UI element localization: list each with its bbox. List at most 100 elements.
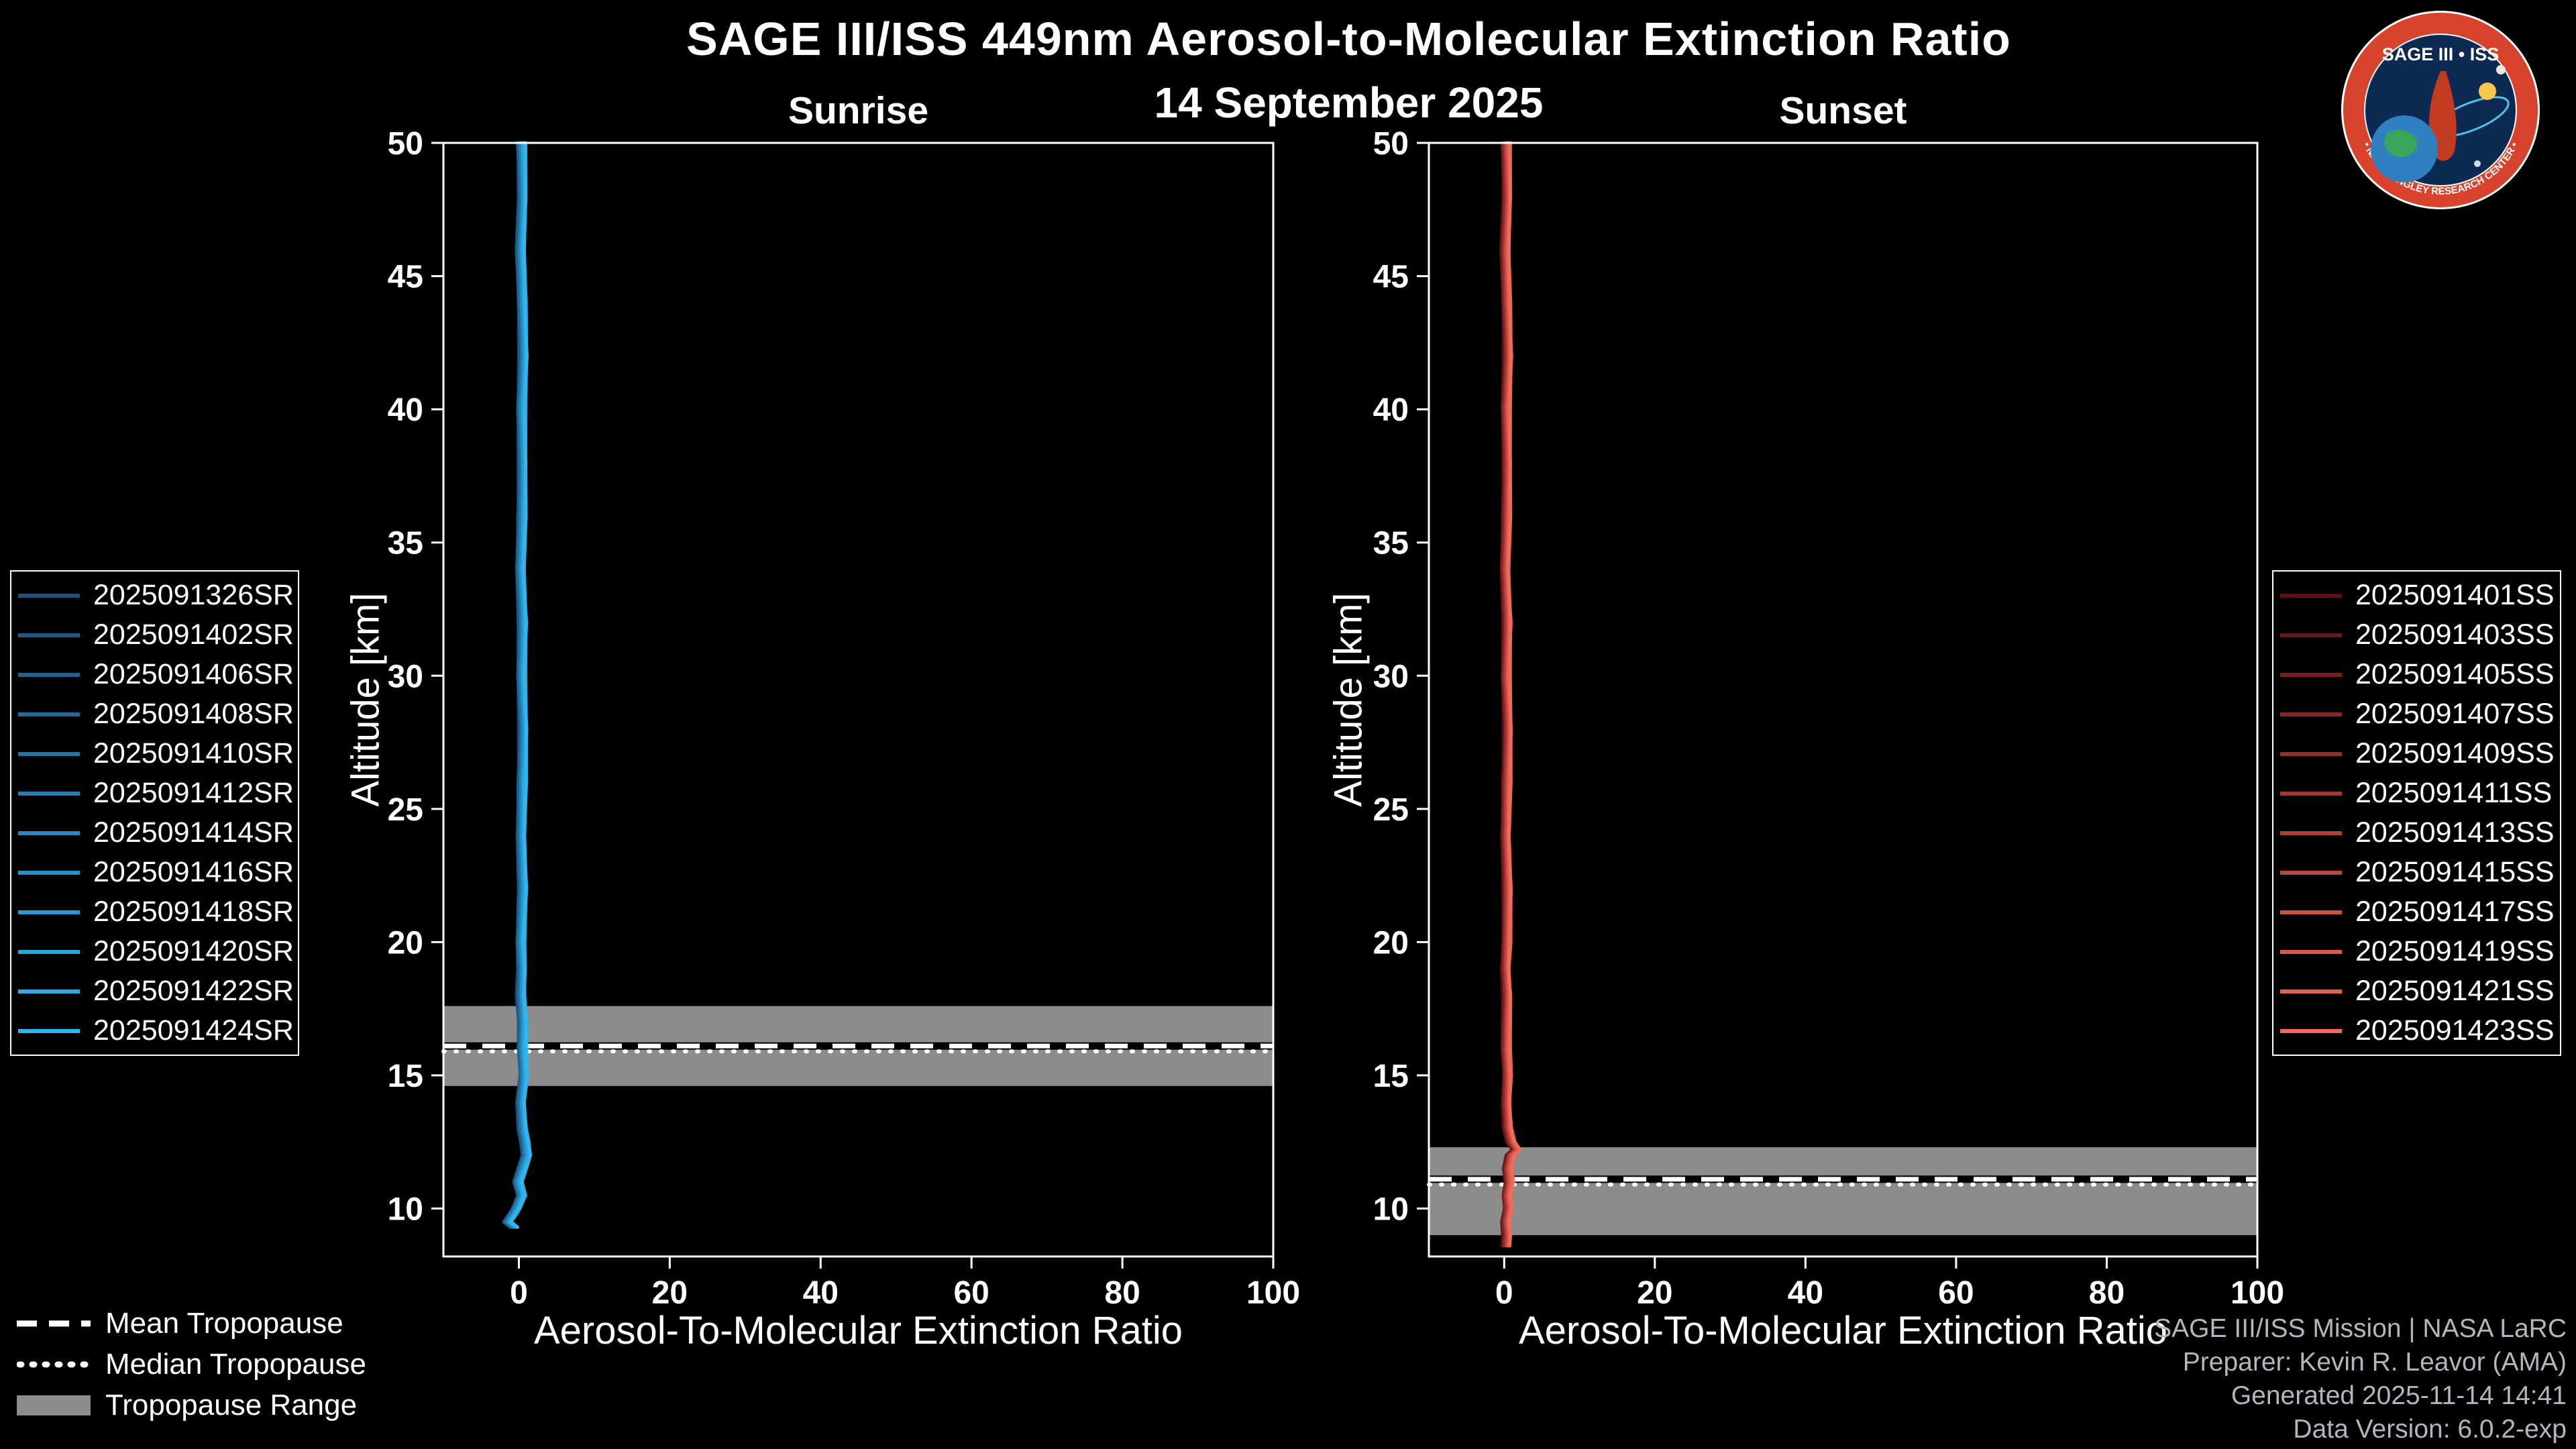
credits-mission: SAGE III/ISS Mission | NASA LaRC xyxy=(2154,1314,2567,1344)
x-tick-label: 0 xyxy=(510,1275,528,1311)
legend-swatch-icon xyxy=(2280,633,2342,637)
legend-item: 2025091405SS xyxy=(2280,655,2555,694)
y-tick-label: 50 xyxy=(388,126,423,162)
mean-tropopause-swatch-icon xyxy=(17,1320,91,1326)
legend-item-label: 2025091414SR xyxy=(93,816,294,849)
legend-item: 2025091408SR xyxy=(18,694,294,734)
y-tick-label: 25 xyxy=(388,792,423,828)
legend-item: 2025091326SR xyxy=(18,576,294,615)
legend-item-label: 2025091406SR xyxy=(93,658,294,690)
x-tick-label: 100 xyxy=(1246,1275,1300,1311)
legend-item-label: 2025091412SR xyxy=(93,777,294,809)
legend-item-label: 2025091402SR xyxy=(93,619,294,651)
legend-item: 2025091420SR xyxy=(18,932,294,971)
legend-item: 2025091422SR xyxy=(18,971,294,1011)
x-tick-label: 80 xyxy=(2089,1275,2125,1311)
legend-swatch-icon xyxy=(18,910,80,914)
x-axis-label-sunrise: Aerosol-To-Molecular Extinction Ratio xyxy=(533,1309,1183,1352)
legend-sunset: 2025091401SS 2025091403SS 2025091405SS 2025… xyxy=(2272,570,2561,1056)
legend-item-label: 2025091326SR xyxy=(93,579,294,611)
legend-item: 2025091417SS xyxy=(2280,892,2555,932)
legend-item: 2025091402SR xyxy=(18,615,294,655)
legend-swatch-icon xyxy=(2280,672,2342,677)
legend-item: 2025091424SR xyxy=(18,1011,294,1051)
median-tropopause-label: Median Tropopause xyxy=(105,1347,366,1381)
legend-item: 2025091407SS xyxy=(2280,694,2555,734)
legend-item-label: 2025091422SR xyxy=(93,975,294,1007)
median-tropopause-legend-item: Median Tropopause xyxy=(17,1344,366,1385)
y-tick-label: 40 xyxy=(388,392,423,428)
y-tick-label: 10 xyxy=(1373,1192,1409,1228)
legend-item-label: 2025091415SS xyxy=(2355,856,2555,888)
y-tick-label: 30 xyxy=(1373,659,1409,694)
y-tick-label: 15 xyxy=(388,1059,423,1094)
legend-item-label: 2025091403SS xyxy=(2355,619,2555,651)
legend-item: 2025091421SS xyxy=(2280,971,2555,1011)
legend-swatch-icon xyxy=(2280,712,2342,716)
profile-line-2025091424SR xyxy=(509,141,533,1229)
x-tick-label: 20 xyxy=(1637,1275,1672,1311)
legend-item: 2025091412SR xyxy=(18,773,294,813)
y-tick-label: 10 xyxy=(388,1192,423,1228)
legend-swatch-icon xyxy=(2280,751,2342,756)
legend-item-label: 2025091411SS xyxy=(2355,777,2553,809)
profile-line-2025091423SS xyxy=(1507,141,1522,1248)
legend-swatch-icon xyxy=(18,1028,80,1033)
mean-tropopause-label: Mean Tropopause xyxy=(105,1306,343,1340)
tropopause-range-band xyxy=(1429,1147,2257,1236)
date-subtitle: 14 September 2025 xyxy=(1154,78,1544,127)
legend-item-label: 2025091405SS xyxy=(2355,658,2555,690)
legend-item-label: 2025091410SR xyxy=(93,737,294,769)
x-tick-label: 40 xyxy=(1788,1275,1823,1311)
logo-title-text: SAGE III • ISS xyxy=(2382,44,2500,64)
credits-preparer: Preparer: Kevin R. Leavor (AMA) xyxy=(2182,1348,2567,1377)
credits-generated: Generated 2025-11-14 14:41 xyxy=(2231,1381,2567,1411)
legend-item-label: 2025091420SR xyxy=(93,935,294,967)
plot-panel-sunrise: 0 20 40 60 80 100 10 15 20 25 30 35 40 45 50 xyxy=(388,126,1300,1311)
y-tick-label: 35 xyxy=(388,526,423,561)
legend-swatch-icon xyxy=(2280,910,2342,914)
legend-swatch-icon xyxy=(18,751,80,756)
panel-title-sunrise: Sunrise xyxy=(788,89,929,132)
legend-item: 2025091406SR xyxy=(18,655,294,694)
legend-item-label: 2025091413SS xyxy=(2355,816,2555,849)
y-tick-label: 20 xyxy=(1373,925,1409,961)
x-tick-label: 40 xyxy=(803,1275,839,1311)
legend-swatch-icon xyxy=(18,593,80,598)
plot-panel-sunset: 0 20 40 60 80 100 10 15 20 25 30 35 40 45 50 xyxy=(1373,126,2284,1311)
legend-swatch-icon xyxy=(2280,791,2342,796)
legend-item: 2025091411SS xyxy=(2280,773,2553,813)
legend-item-label: 2025091401SS xyxy=(2355,579,2555,611)
legend-swatch-icon xyxy=(2280,989,2342,994)
legend-item: 2025091410SR xyxy=(18,734,294,773)
plot-frame xyxy=(442,142,1275,1258)
y-axis-label-sunrise: Altitude [km] xyxy=(343,592,388,807)
legend-item-label: 2025091418SR xyxy=(93,896,294,928)
mission-patch-logo: • NASA LANGLEY RESEARCH CENTER • SAGE II… xyxy=(2341,11,2540,209)
y-tick-label: 40 xyxy=(1373,392,1409,428)
legend-item: 2025091415SS xyxy=(2280,853,2555,892)
y-tick-label: 45 xyxy=(1373,260,1409,295)
x-tick-label: 60 xyxy=(953,1275,989,1311)
panel-title-sunset: Sunset xyxy=(1779,89,1907,132)
mean-tropopause-legend-item: Mean Tropopause xyxy=(17,1303,366,1344)
tropopause-range-swatch-icon xyxy=(17,1395,91,1415)
tropopause-range-legend-item: Tropopause Range xyxy=(17,1385,366,1426)
legend-sunrise: 2025091326SR 2025091402SR 2025091406SR 2025… xyxy=(10,570,299,1056)
x-axis-label-sunset: Aerosol-To-Molecular Extinction Ratio xyxy=(1518,1309,2168,1352)
legend-item-label: 2025091423SS xyxy=(2355,1014,2555,1046)
x-tick-label: 100 xyxy=(2231,1275,2284,1311)
median-tropopause-swatch-icon xyxy=(17,1361,91,1367)
legend-item-label: 2025091424SR xyxy=(93,1014,294,1046)
logo-moon-icon xyxy=(2496,65,2506,74)
legend-swatch-icon xyxy=(2280,949,2342,954)
legend-item-label: 2025091407SS xyxy=(2355,698,2555,730)
logo-sun-icon xyxy=(2479,83,2496,100)
legend-item: 2025091414SR xyxy=(18,813,294,853)
credits-data-version: Data Version: 6.0.2-exp xyxy=(2293,1415,2567,1444)
legend-item: 2025091401SS xyxy=(2280,576,2555,615)
legend-item: 2025091423SS xyxy=(2280,1011,2555,1051)
y-tick-label: 15 xyxy=(1373,1059,1409,1094)
